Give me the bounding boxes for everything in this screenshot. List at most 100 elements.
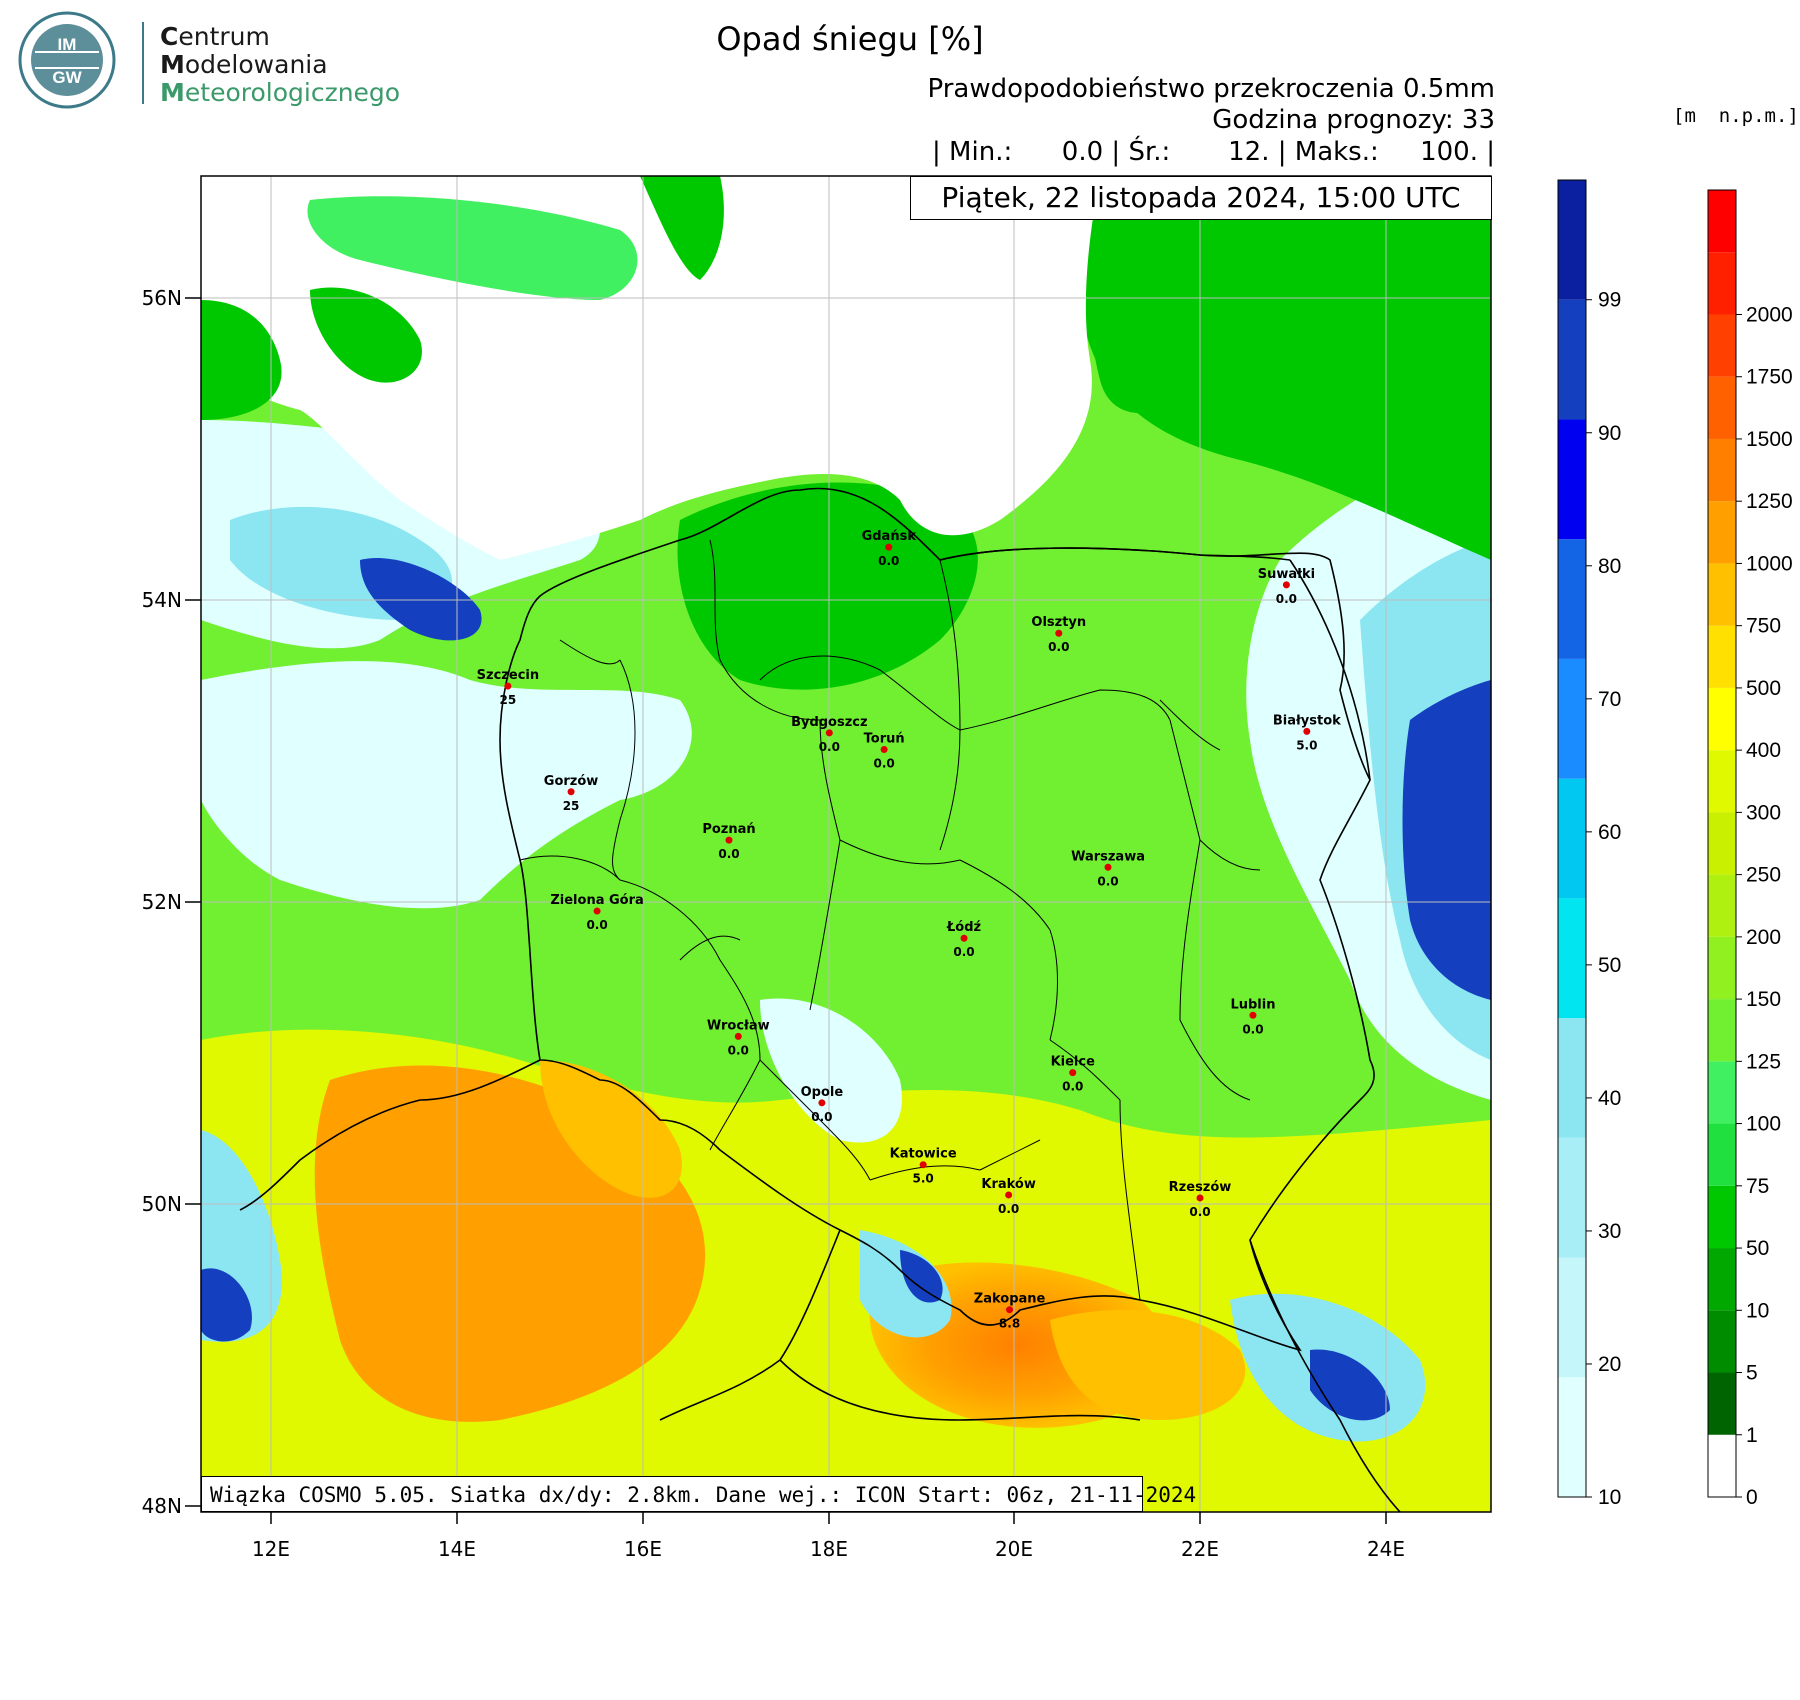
city-value: 0.0 bbox=[874, 756, 895, 770]
forecast-hour: Godzina prognozy: 33 bbox=[1212, 105, 1495, 135]
lat-label: 48N bbox=[142, 1494, 182, 1518]
field-land-denmark bbox=[201, 300, 282, 420]
colorbar-elev-label: 125 bbox=[1746, 1050, 1781, 1073]
colorbar-elev-label: 300 bbox=[1746, 801, 1781, 824]
field-snow-carp-core bbox=[900, 1250, 943, 1303]
colorbar-elev-segment bbox=[1708, 376, 1736, 439]
colorbar-elev-segment bbox=[1708, 1061, 1736, 1124]
city-dot bbox=[825, 729, 833, 737]
city-dot bbox=[885, 543, 893, 551]
colorbar-elev-segment bbox=[1708, 1310, 1736, 1373]
colorbar-elev-label: 100 bbox=[1746, 1113, 1781, 1136]
graticule bbox=[201, 176, 1491, 1512]
elevation-unit-label: [m n.p.m.] bbox=[1673, 105, 1799, 127]
colorbar-elev-segment bbox=[1708, 1123, 1736, 1186]
city-name: Kielce bbox=[1051, 1055, 1096, 1070]
city-value: 5.0 bbox=[913, 1172, 934, 1186]
colorbar-elev-label: 150 bbox=[1746, 988, 1781, 1011]
city-name: Gorzów bbox=[544, 774, 599, 789]
city-dot bbox=[1249, 1011, 1257, 1019]
lon-labels: 12E 14E 16E 18E 20E 22E 24E bbox=[252, 1537, 1405, 1561]
colorbar-snow-label: 80 bbox=[1598, 555, 1621, 578]
colorbar-snow-label: 99 bbox=[1598, 289, 1621, 312]
city-name: Zielona Góra bbox=[550, 893, 643, 908]
city-dot bbox=[1104, 863, 1112, 871]
city-dot bbox=[880, 745, 888, 753]
colorbar-elev-segment bbox=[1708, 812, 1736, 875]
colorbar-snow-segment bbox=[1558, 1137, 1586, 1258]
colorbar-elev-label: 1250 bbox=[1746, 490, 1793, 513]
ukraine-belarus-border bbox=[1289, 559, 1371, 781]
colorbar-snow-frame bbox=[1557, 179, 1587, 1498]
colorbar-elev-label: 1750 bbox=[1746, 366, 1793, 389]
field-mountain-beskidy bbox=[1050, 1310, 1246, 1420]
colorbar-snow-label: 30 bbox=[1598, 1220, 1621, 1243]
colorbar-elev-label: 50 bbox=[1746, 1237, 1769, 1260]
city-name: Warszawa bbox=[1071, 849, 1145, 864]
city-value: 0.0 bbox=[1048, 640, 1069, 654]
colorbar-elev-segment bbox=[1708, 190, 1736, 253]
city-name: Katowice bbox=[890, 1147, 957, 1162]
colorbar-snow-segment bbox=[1558, 180, 1586, 300]
field-lowland-north bbox=[677, 482, 978, 690]
colorbar-snow-label: 40 bbox=[1598, 1087, 1621, 1110]
field-land-sweden2 bbox=[640, 176, 724, 280]
city-dot bbox=[504, 682, 512, 690]
city-name: Lublin bbox=[1230, 997, 1275, 1012]
logo-line-1: Centrum bbox=[160, 22, 270, 51]
colorbar-elev-segment bbox=[1708, 252, 1736, 315]
colorbar-elev-segment bbox=[1708, 563, 1736, 626]
city-value: 0.0 bbox=[718, 847, 739, 861]
city-name: Suwałki bbox=[1258, 567, 1315, 582]
colorbar-elev-segment bbox=[1708, 936, 1736, 1000]
field-statistics: | Min.: 0.0 | Śr.: 12. | Maks.: 100. | bbox=[932, 137, 1495, 167]
colorbar-elev-segment bbox=[1708, 1372, 1736, 1435]
city-value: 0.0 bbox=[1242, 1022, 1263, 1036]
colorbar-elev-label: 400 bbox=[1746, 739, 1781, 762]
colorbar-elev-segment bbox=[1708, 314, 1736, 377]
lon-label: 16E bbox=[624, 1537, 662, 1561]
lon-label: 22E bbox=[1181, 1537, 1219, 1561]
colorbar-snow-label: 70 bbox=[1598, 688, 1621, 711]
lon-label: 24E bbox=[1367, 1537, 1405, 1561]
city-name: Łódź bbox=[946, 920, 981, 935]
city-dot bbox=[818, 1099, 826, 1107]
colorbar-elev-segment bbox=[1708, 501, 1736, 564]
city-dot bbox=[1006, 1306, 1014, 1314]
city-name: Szczecin bbox=[477, 668, 539, 683]
field-snow-west2 bbox=[201, 661, 692, 909]
city-name: Olsztyn bbox=[1031, 615, 1086, 630]
city-dot bbox=[919, 1161, 927, 1169]
czech-border bbox=[239, 1059, 541, 1211]
colorbar-elev-segment bbox=[1708, 1434, 1736, 1497]
colorbar-snow-label: 90 bbox=[1598, 422, 1621, 445]
city-name: Białystok bbox=[1273, 713, 1341, 728]
colorbar-elev-label: 1 bbox=[1746, 1424, 1758, 1447]
city-name: Kraków bbox=[981, 1177, 1036, 1192]
field-mountain-sudety bbox=[540, 1060, 682, 1198]
lat-label: 54N bbox=[142, 588, 182, 612]
city-dot bbox=[1055, 629, 1063, 637]
imgw-logo: IM GW Centrum Modelowania Meteorologiczn… bbox=[10, 8, 400, 112]
city-name: Poznań bbox=[702, 822, 755, 837]
lon-label: 20E bbox=[995, 1537, 1033, 1561]
field-land-island bbox=[310, 287, 422, 383]
city-value: 25 bbox=[500, 693, 517, 707]
lon-label: 18E bbox=[810, 1537, 848, 1561]
city-value: 0.0 bbox=[878, 554, 899, 568]
city-value: 5.0 bbox=[1296, 738, 1317, 752]
colorbar-elev-segment bbox=[1708, 999, 1736, 1062]
borders bbox=[239, 487, 1401, 1512]
axis-ticks bbox=[185, 297, 1387, 1524]
map-frame bbox=[200, 175, 1492, 1513]
colorbar-elev-label: 75 bbox=[1746, 1175, 1769, 1198]
colorbar-elev-label: 10 bbox=[1746, 1299, 1769, 1322]
colorbar-snow-segment bbox=[1558, 778, 1586, 899]
city-value: 0.0 bbox=[1276, 592, 1297, 606]
colorbar-elev-label: 2000 bbox=[1746, 303, 1793, 326]
logo-line-3: Meteorologicznego bbox=[160, 78, 401, 107]
city-value: 0.0 bbox=[953, 945, 974, 959]
city-dot bbox=[725, 836, 733, 844]
imgw-seal-icon: IM GW bbox=[18, 11, 116, 109]
